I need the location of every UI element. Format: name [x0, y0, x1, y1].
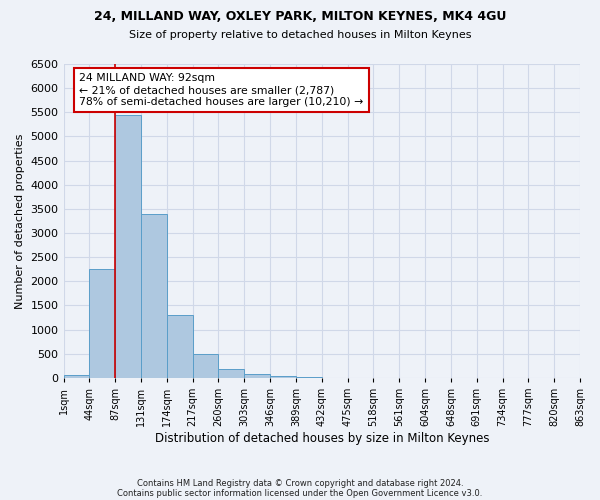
Bar	[218, 370, 244, 378]
Bar	[64, 376, 89, 378]
Y-axis label: Number of detached properties: Number of detached properties	[15, 134, 25, 308]
X-axis label: Distribution of detached houses by size in Milton Keynes: Distribution of detached houses by size …	[155, 432, 489, 445]
Bar	[115, 114, 141, 378]
Bar	[193, 354, 218, 378]
Text: Contains HM Land Registry data © Crown copyright and database right 2024.: Contains HM Land Registry data © Crown c…	[137, 478, 463, 488]
Text: Size of property relative to detached houses in Milton Keynes: Size of property relative to detached ho…	[129, 30, 471, 40]
Bar	[167, 315, 193, 378]
Text: 24, MILLAND WAY, OXLEY PARK, MILTON KEYNES, MK4 4GU: 24, MILLAND WAY, OXLEY PARK, MILTON KEYN…	[94, 10, 506, 23]
Bar	[141, 214, 167, 378]
Bar	[244, 374, 270, 378]
Bar	[270, 376, 296, 378]
Bar	[89, 270, 115, 378]
Text: Contains public sector information licensed under the Open Government Licence v3: Contains public sector information licen…	[118, 488, 482, 498]
Text: 24 MILLAND WAY: 92sqm
← 21% of detached houses are smaller (2,787)
78% of semi-d: 24 MILLAND WAY: 92sqm ← 21% of detached …	[79, 74, 363, 106]
